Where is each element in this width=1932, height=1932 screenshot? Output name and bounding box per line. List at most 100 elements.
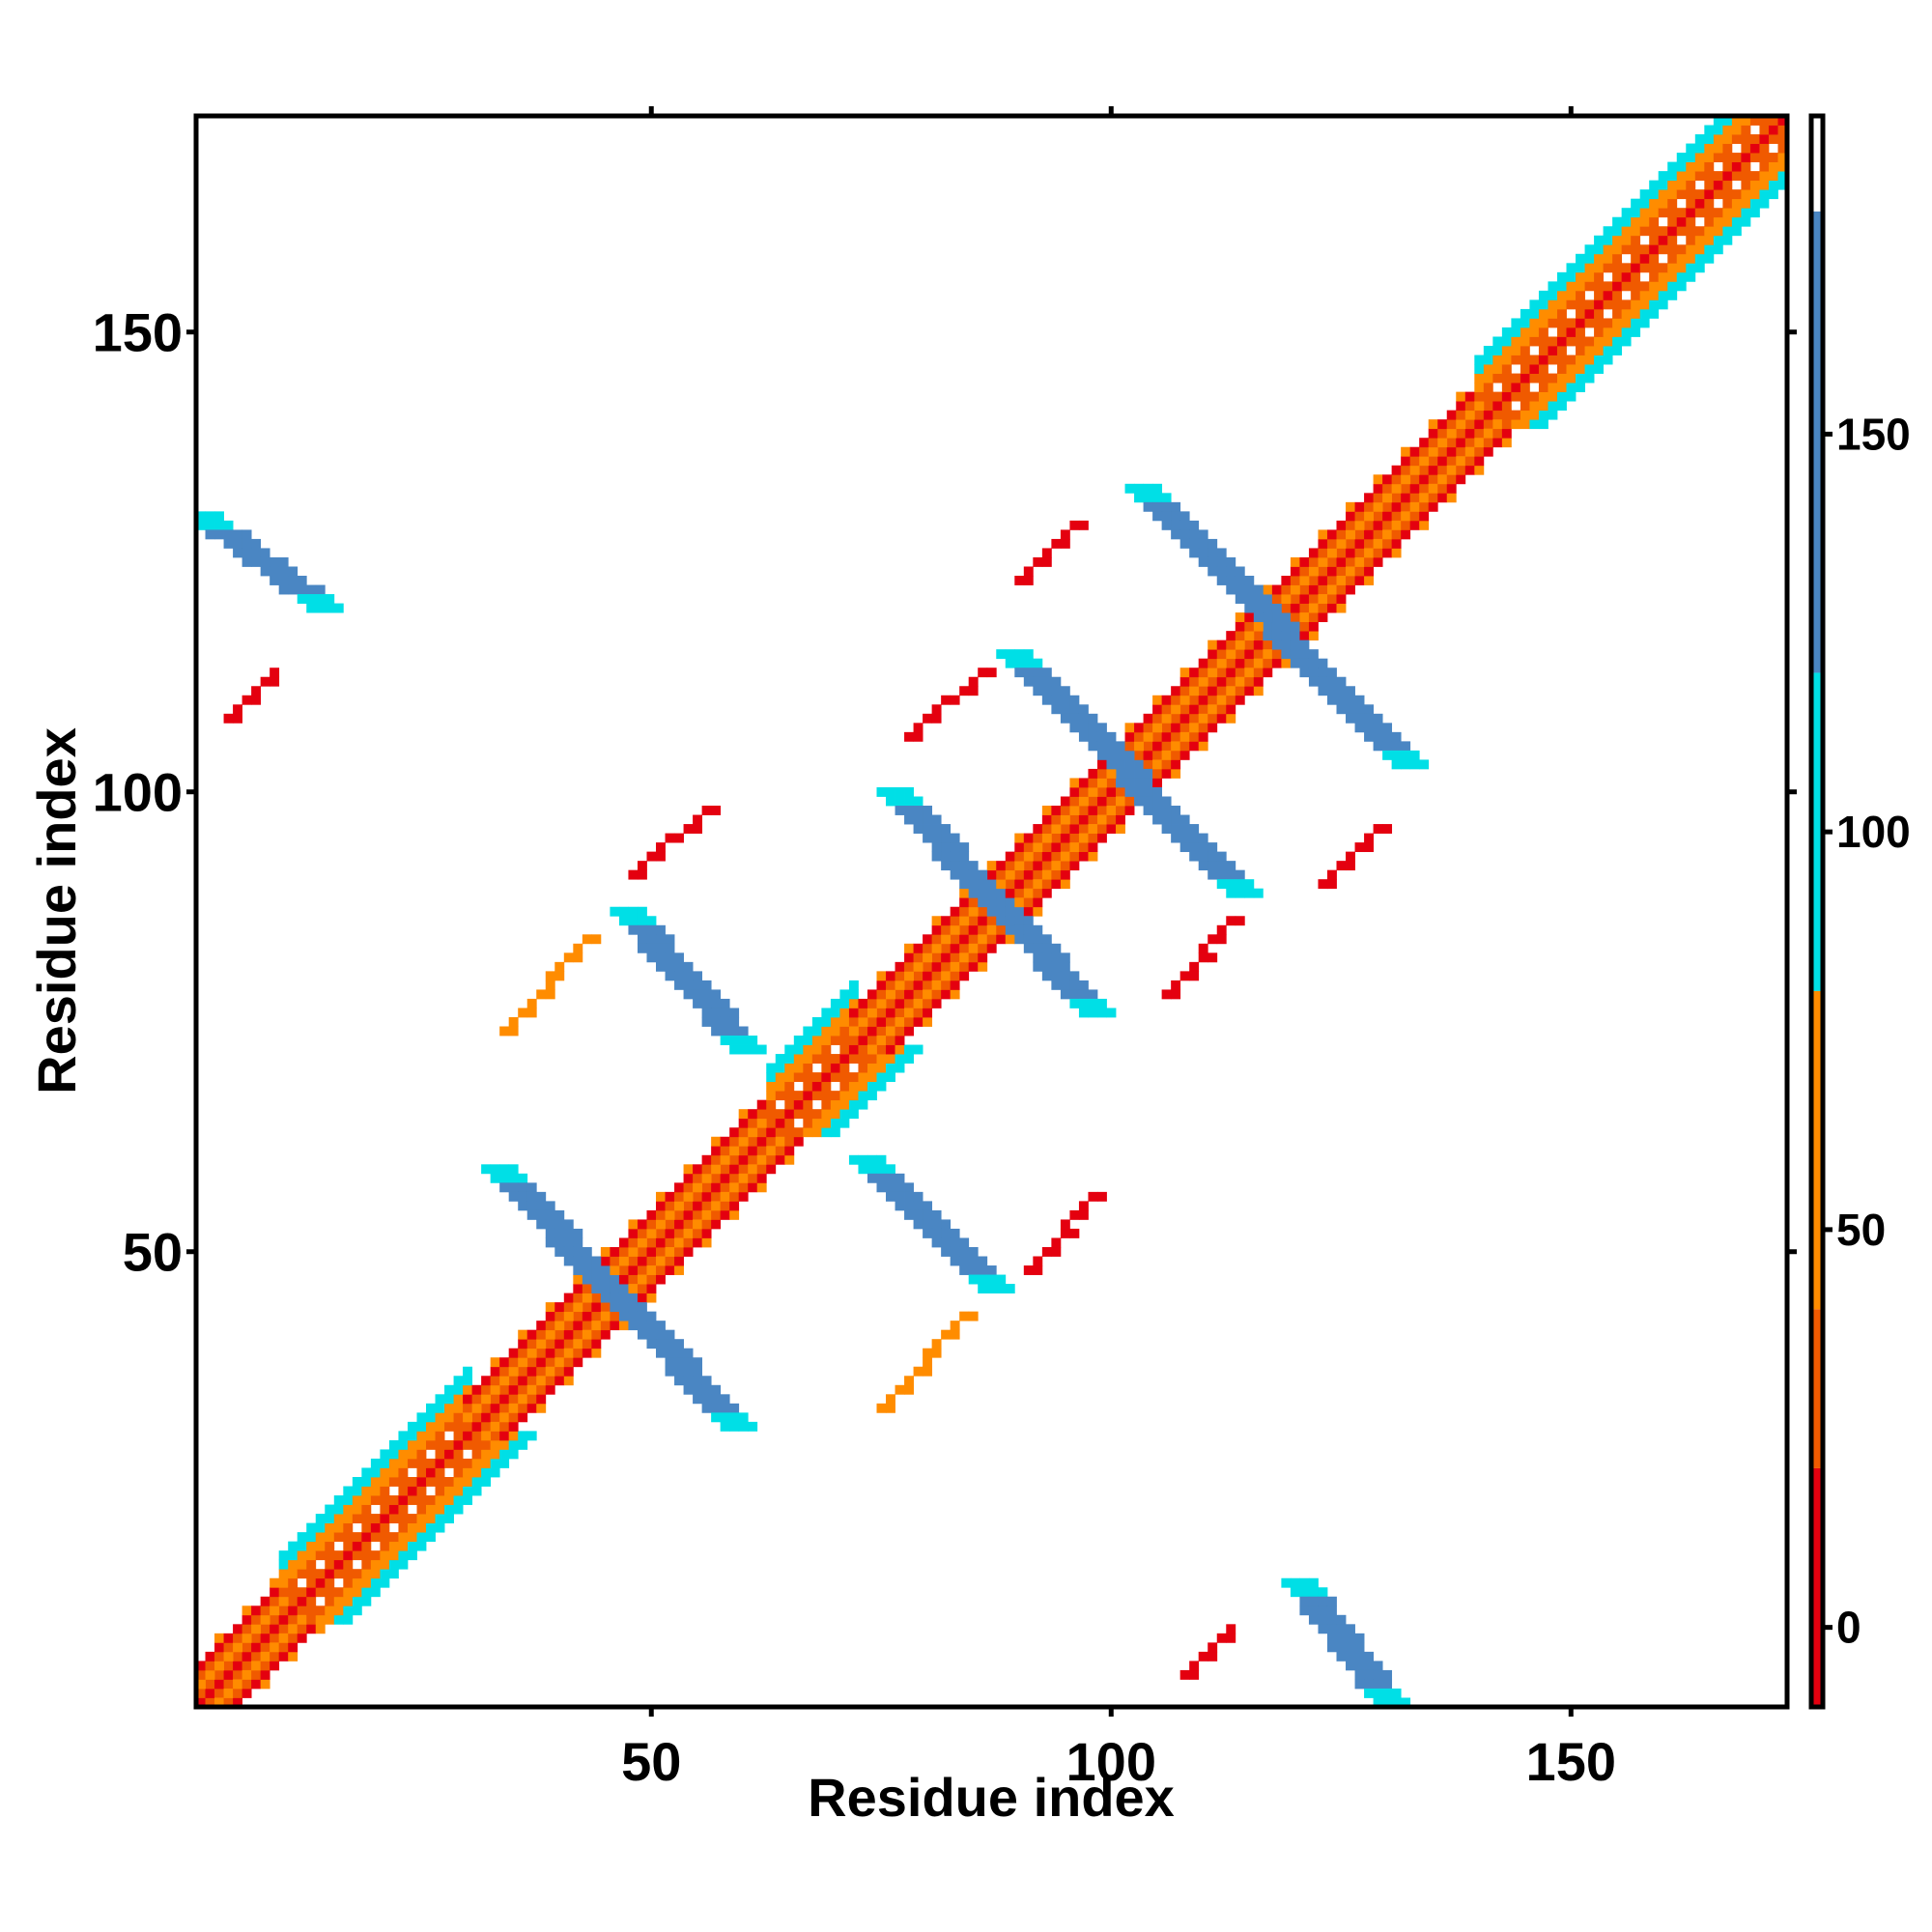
- heatmap-cell: [693, 989, 703, 1000]
- heatmap-cell: [693, 1173, 703, 1183]
- heatmap-cell: [683, 1357, 694, 1368]
- heatmap-cell: [554, 1246, 565, 1257]
- heatmap-cell: [1346, 686, 1355, 696]
- heatmap-cell: [1041, 861, 1052, 871]
- heatmap-cell: [1529, 336, 1540, 347]
- heatmap-cell: [637, 1321, 647, 1331]
- heatmap-cell: [1483, 419, 1493, 430]
- heatmap-cell: [1704, 226, 1715, 237]
- heatmap-cell: [1401, 446, 1411, 457]
- heatmap-cell: [508, 1164, 519, 1175]
- heatmap-cell: [839, 1044, 850, 1055]
- heatmap-cell: [398, 1550, 409, 1561]
- heatmap-cell: [545, 1384, 555, 1395]
- heatmap-cell: [1216, 649, 1227, 660]
- heatmap-cell: [407, 1541, 417, 1551]
- heatmap-cell: [674, 1219, 684, 1230]
- heatmap-cell: [1603, 299, 1613, 310]
- heatmap-cell: [1216, 861, 1227, 871]
- heatmap-cell: [591, 1274, 602, 1285]
- heatmap-cell: [986, 879, 997, 890]
- heatmap-cell: [830, 1016, 840, 1027]
- heatmap-cell: [1253, 631, 1264, 641]
- heatmap-cell: [711, 989, 722, 1000]
- heatmap-cell: [1612, 327, 1623, 337]
- heatmap-cell: [1556, 355, 1567, 365]
- heatmap-cell: [941, 989, 952, 1000]
- heatmap-cell: [950, 1237, 960, 1248]
- heatmap-cell: [876, 1016, 887, 1027]
- heatmap-cell: [1235, 566, 1245, 577]
- heatmap-cell: [223, 1697, 234, 1708]
- heatmap-cell: [1492, 410, 1503, 420]
- heatmap-cell: [1336, 576, 1347, 585]
- heatmap-cell: [1198, 842, 1208, 853]
- heatmap-cell: [1631, 253, 1641, 264]
- heatmap-cell: [996, 879, 1007, 890]
- heatmap-cell: [775, 1091, 785, 1101]
- heatmap-cell: [729, 1209, 740, 1220]
- heatmap-cell: [416, 1476, 427, 1487]
- heatmap-cell: [1401, 511, 1411, 522]
- heatmap-cell: [886, 1403, 895, 1413]
- heatmap-cell: [1078, 1201, 1089, 1211]
- x-tick-label: 50: [621, 1731, 681, 1792]
- heatmap-cell: [1041, 668, 1052, 678]
- heatmap-cell: [388, 1550, 399, 1561]
- heatmap-cell: [1548, 308, 1558, 319]
- heatmap-cell: [1152, 796, 1163, 807]
- heatmap-cell: [1492, 355, 1503, 365]
- heatmap-cell: [1078, 786, 1089, 797]
- heatmap-cell: [1143, 731, 1153, 742]
- heatmap-cell: [923, 980, 933, 990]
- heatmap-cell: [711, 1136, 722, 1147]
- heatmap-cell: [1060, 806, 1070, 815]
- heatmap-cell: [1474, 401, 1485, 412]
- heatmap-cell: [803, 1081, 813, 1092]
- heatmap-cell: [923, 1228, 933, 1238]
- heatmap-cell: [839, 998, 850, 1009]
- heatmap-cell: [839, 1072, 850, 1083]
- heatmap-cell: [554, 1339, 565, 1350]
- x-axis: 50 100 150: [621, 106, 1616, 1792]
- heatmap-cell: [536, 989, 547, 1000]
- heatmap-cell: [656, 1256, 666, 1266]
- heatmap-cell: [499, 1394, 510, 1405]
- heatmap-cell: [1143, 778, 1153, 788]
- heatmap-cell: [453, 1384, 464, 1395]
- heatmap-cell: [1694, 208, 1705, 218]
- heatmap-cell: [1520, 355, 1530, 365]
- heatmap-cell: [1318, 603, 1328, 613]
- heatmap-cell: [398, 1476, 409, 1487]
- heatmap-cell: [242, 538, 252, 549]
- heatmap-cell: [1658, 198, 1668, 209]
- heatmap-cell: [1106, 814, 1117, 825]
- heatmap-cell: [242, 1642, 252, 1653]
- heatmap-cell: [1271, 639, 1282, 650]
- heatmap-cell: [251, 556, 262, 567]
- heatmap-cell: [407, 1532, 417, 1543]
- heatmap-cell: [1106, 768, 1117, 779]
- heatmap-cell: [628, 1219, 639, 1230]
- heatmap-cell: [1483, 391, 1493, 402]
- heatmap-cell: [839, 1016, 850, 1027]
- heatmap-cell: [1189, 731, 1200, 742]
- heatmap-cell: [1179, 842, 1190, 853]
- heatmap-cell: [1124, 768, 1135, 779]
- heatmap-cell: [701, 1394, 712, 1405]
- heatmap-cell: [1364, 520, 1374, 530]
- heatmap-cell: [1281, 576, 1292, 585]
- heatmap-cell: [738, 1127, 749, 1138]
- heatmap-cell: [1759, 143, 1770, 154]
- heatmap-cell: [333, 1495, 344, 1505]
- heatmap-cell: [1299, 612, 1310, 623]
- heatmap-cell: [1713, 125, 1723, 135]
- heatmap-cell: [1364, 842, 1374, 853]
- heatmap-cell: [756, 1164, 767, 1175]
- heatmap-cell: [1741, 198, 1751, 209]
- heatmap-cell: [1501, 364, 1512, 374]
- heatmap-cell: [1722, 153, 1733, 162]
- heatmap-cell: [839, 1054, 850, 1064]
- heatmap-cell: [858, 1008, 868, 1018]
